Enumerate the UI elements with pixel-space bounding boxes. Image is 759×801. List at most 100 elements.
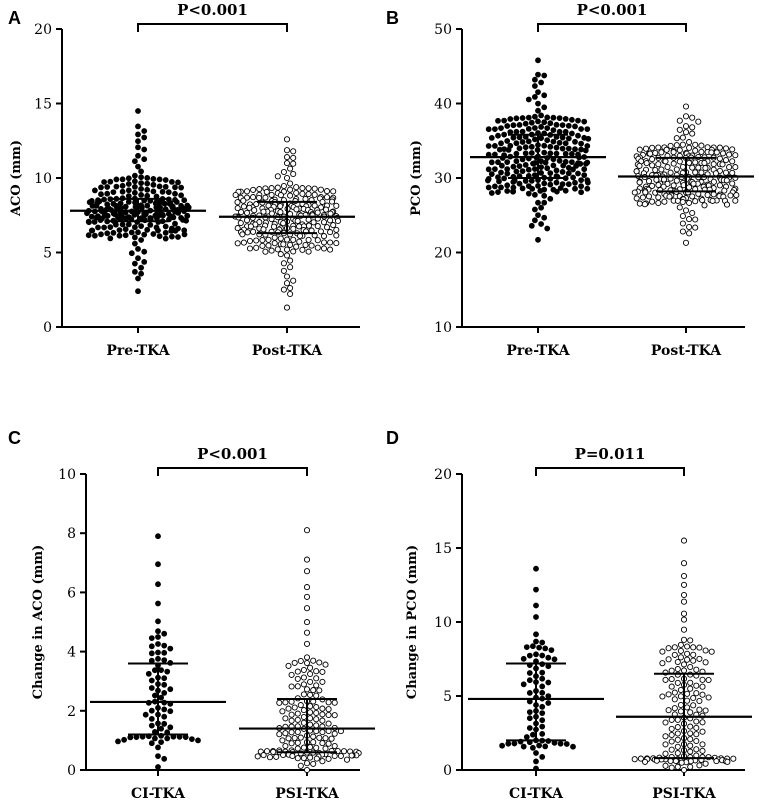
data-point [637,201,642,206]
data-point [288,265,293,270]
data-point [286,663,291,668]
data-point [533,750,538,755]
data-point [585,180,590,185]
data-point [298,735,303,740]
data-point [328,211,333,216]
data-point [703,165,708,170]
data-point [326,756,331,761]
data-point [142,135,147,140]
panel-letter: A [8,8,21,28]
data-point [694,747,699,752]
data-point [542,215,547,220]
data-point [117,233,122,238]
data-point [168,725,173,730]
data-point [280,738,285,743]
data-point [162,201,167,206]
data-point [685,698,690,703]
data-point [182,198,187,203]
data-point [675,680,680,685]
data-point [675,198,680,203]
data-point [304,528,309,533]
data-point [673,758,678,763]
data-point [331,223,336,228]
data-point [269,192,274,197]
data-point [532,173,537,178]
data-point [301,675,306,680]
data-point [511,179,516,184]
data-point [281,221,286,226]
data-point [521,656,526,661]
data-point [295,676,300,681]
data-point [300,186,305,191]
data-point [157,177,162,182]
data-point [530,732,535,737]
data-point [688,638,693,643]
data-point [291,149,296,154]
data-point [320,759,325,764]
data-point [663,751,668,756]
data-point [530,186,535,191]
data-point [540,731,545,736]
data-point [575,118,580,123]
data-point [546,680,551,685]
data-point [521,744,526,749]
x-category-label: CI-TKA [509,786,564,801]
data-point [705,192,710,197]
data-point [238,220,243,225]
data-point [120,189,125,194]
data-point [527,690,532,695]
data-point [323,207,328,212]
data-point [713,171,718,176]
data-point [278,236,283,241]
data-point [533,759,538,764]
data-point [244,218,249,223]
data-point [697,698,702,703]
data-point [162,658,167,663]
data-point [554,189,559,194]
data-point [162,721,167,726]
data-point [683,208,688,213]
data-point [132,190,137,195]
data-point [295,669,300,674]
data-point [694,732,699,737]
data-point [532,218,537,223]
data-point [543,646,548,651]
data-point [139,169,144,174]
data-point [579,126,584,131]
data-point [172,191,177,196]
data-point [733,153,738,158]
panel-letter: B [386,8,399,28]
data-point [505,188,510,193]
data-point [162,707,167,712]
data-point [301,756,306,761]
data-point [681,637,686,642]
data-point [569,131,574,136]
data-point [535,108,540,113]
data-point [681,573,686,578]
data-point [637,180,642,185]
data-point [92,219,97,224]
data-point [674,136,679,141]
data-point [306,249,311,254]
data-point [142,128,147,133]
data-point [278,210,283,215]
data-point [149,636,154,641]
data-point [700,742,705,747]
data-point [669,739,674,744]
data-point [675,725,680,730]
data-point [527,710,532,715]
data-point [139,205,144,210]
data-point [529,144,534,149]
data-point [159,668,164,673]
data-point [284,148,289,153]
data-point [540,684,545,689]
y-tick-label: 20 [434,467,452,483]
data-point [233,192,238,197]
data-point [527,716,532,721]
data-point [247,246,252,251]
data-point [157,184,162,189]
data-point [669,747,674,752]
data-point [650,199,655,204]
data-point [308,679,313,684]
data-point [505,123,510,128]
